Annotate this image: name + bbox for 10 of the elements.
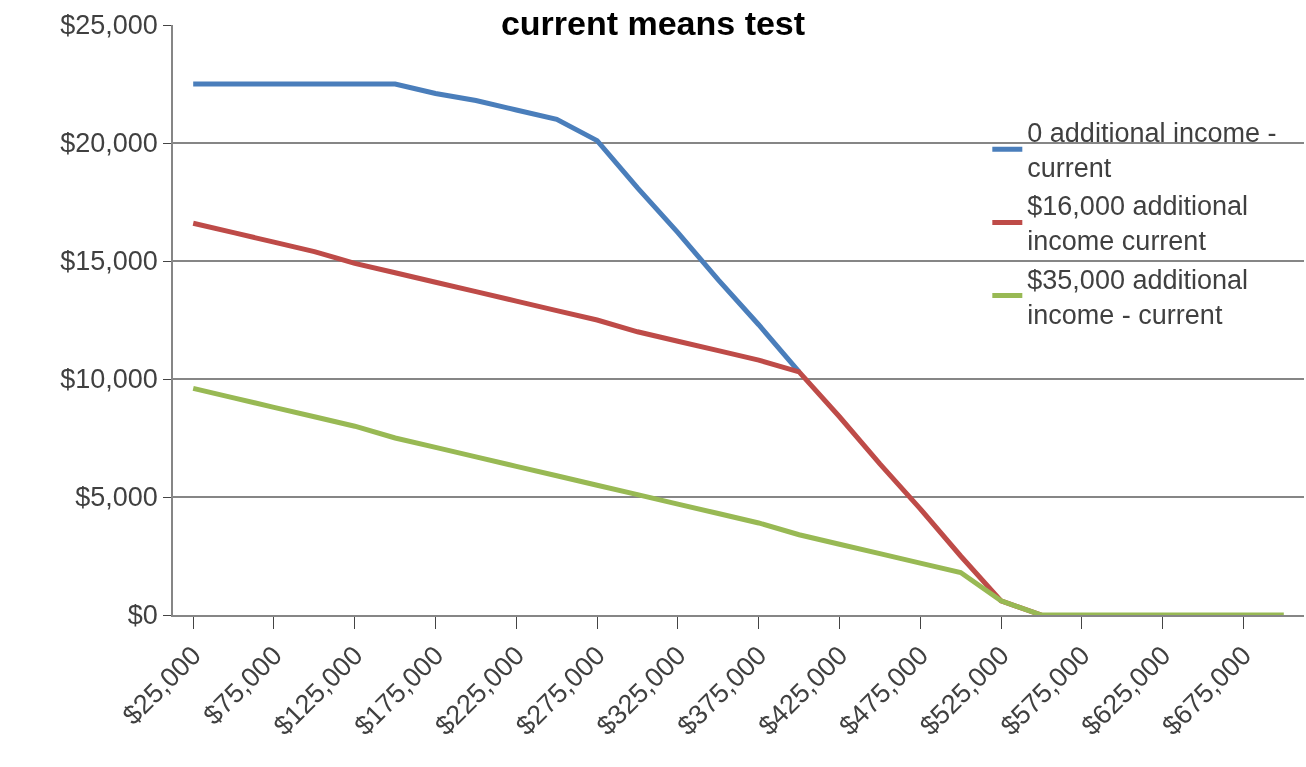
y-tick-label: $15,000 [60, 246, 158, 277]
y-tick-label: $0 [127, 600, 158, 631]
y-tick-label: $20,000 [60, 128, 158, 159]
legend-label: $35,000 additional income - current [1027, 264, 1249, 330]
y-tick-label: $25,000 [60, 10, 158, 41]
chart-title: current means test [500, 4, 806, 43]
legend-label: $16,000 additional income current [1027, 191, 1249, 257]
legend-label: 0 additional income - current [1027, 118, 1277, 184]
y-tick-label: $5,000 [75, 482, 158, 513]
y-tick-label: $10,000 [60, 364, 158, 395]
